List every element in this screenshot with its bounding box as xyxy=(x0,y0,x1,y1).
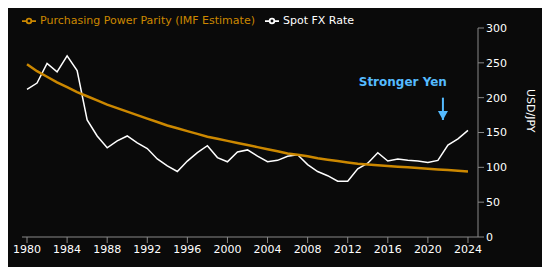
svg-text:200: 200 xyxy=(486,92,507,105)
svg-text:USD/JPY: USD/JPY xyxy=(524,89,537,133)
svg-text:2008: 2008 xyxy=(294,243,322,256)
svg-text:150: 150 xyxy=(486,126,507,139)
svg-text:1992: 1992 xyxy=(133,243,161,256)
svg-text:2016: 2016 xyxy=(374,243,402,256)
svg-text:2000: 2000 xyxy=(213,243,241,256)
svg-text:2004: 2004 xyxy=(254,243,282,256)
svg-text:100: 100 xyxy=(486,161,507,174)
svg-text:Stronger Yen: Stronger Yen xyxy=(359,75,447,89)
svg-text:50: 50 xyxy=(486,196,500,209)
svg-text:1984: 1984 xyxy=(53,243,81,256)
svg-text:250: 250 xyxy=(486,57,507,70)
html-text:Spot FX Rate: Spot FX Rate xyxy=(283,14,354,27)
svg-text:1996: 1996 xyxy=(173,243,201,256)
html-text:Purchasing Power Parity (IMF E: Purchasing Power Parity (IMF Estimate) xyxy=(40,14,255,27)
svg-text:2012: 2012 xyxy=(334,243,362,256)
svg-text:0: 0 xyxy=(486,231,493,244)
svg-text:2020: 2020 xyxy=(414,243,442,256)
svg-text:1980: 1980 xyxy=(13,243,41,256)
svg-text:300: 300 xyxy=(486,22,507,35)
svg-text:1988: 1988 xyxy=(93,243,121,256)
svg-text:2024: 2024 xyxy=(454,243,482,256)
